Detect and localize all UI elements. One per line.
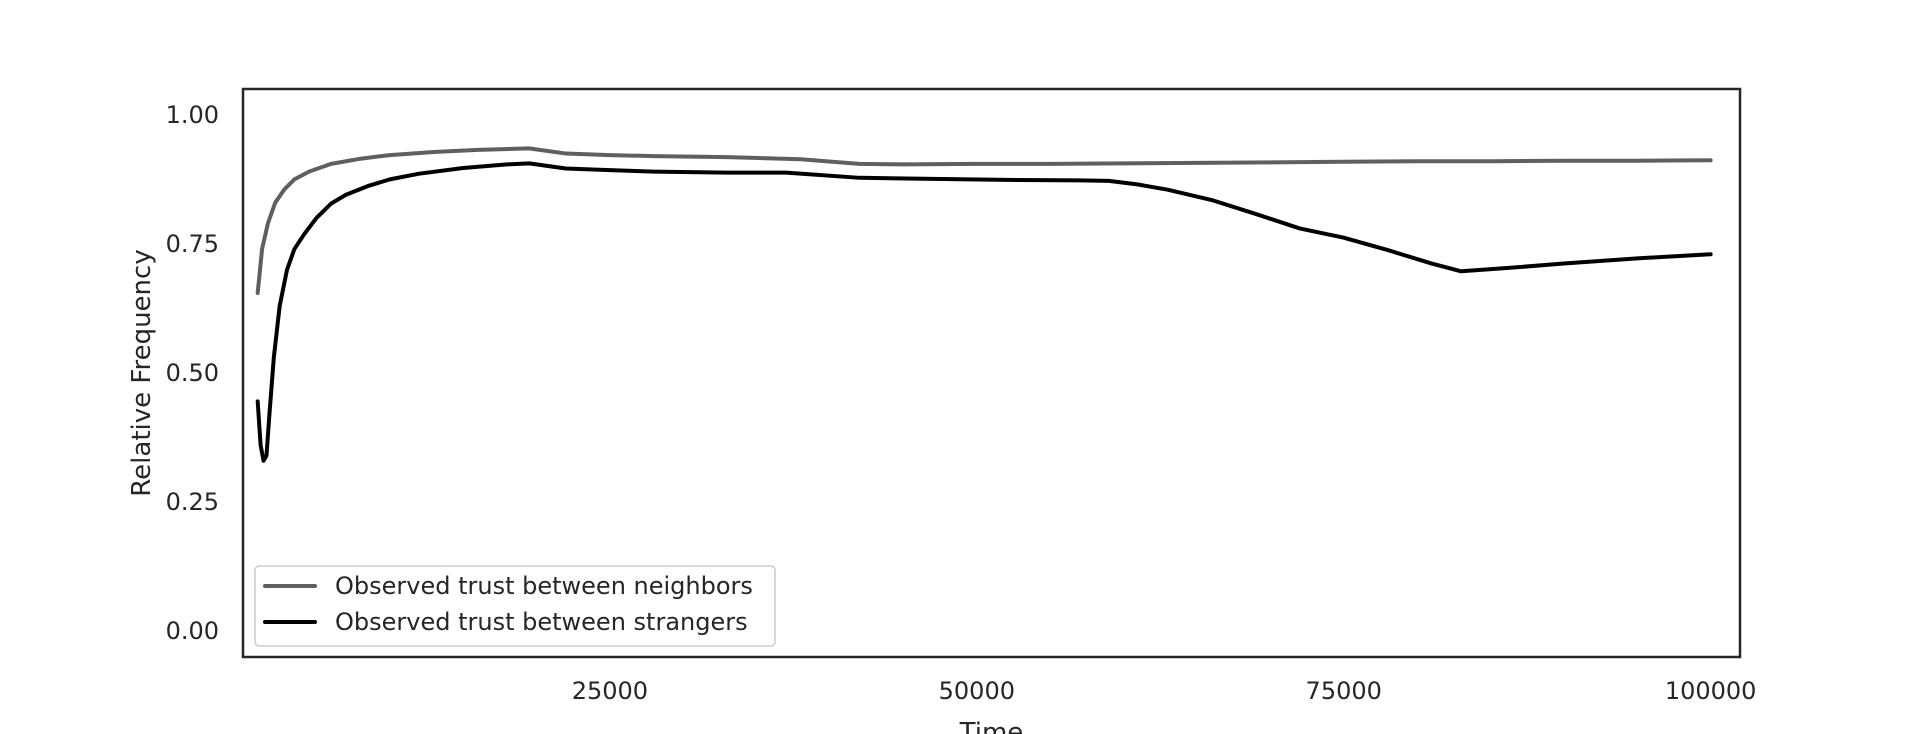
axes: 25000 50000 75000 100000 0.00 0.25 0.50 0.75 1.0… — [166, 87, 1757, 705]
y-axis-label: Relative Frequency — [127, 249, 157, 496]
y-tick-label: 0.50 — [166, 359, 219, 387]
legend: Observed trust between neighbors Observed… — [254, 565, 776, 647]
series-line-2 — [255, 161, 1713, 463]
x-tick-label: 100000 — [1665, 677, 1757, 705]
legend-label-2: Observed trust between strangers — [335, 608, 748, 636]
x-tick-label: 50000 — [939, 677, 1015, 705]
y-tick-label: 0.75 — [166, 230, 219, 258]
legend-box — [254, 565, 776, 647]
legend-label-1: Observed trust between neighbors — [335, 572, 753, 600]
x-axis-label: Time — [959, 718, 1024, 734]
plot-area — [255, 146, 1713, 463]
x-tick-label: 75000 — [1306, 677, 1382, 705]
y-tick-label: 0.25 — [166, 488, 219, 516]
series-line-1 — [255, 146, 1713, 295]
y-tick-label: 1.00 — [166, 101, 219, 129]
y-tick-label: 0.00 — [166, 617, 219, 645]
plot-frame — [241, 87, 1742, 659]
x-tick-label: 25000 — [572, 677, 648, 705]
